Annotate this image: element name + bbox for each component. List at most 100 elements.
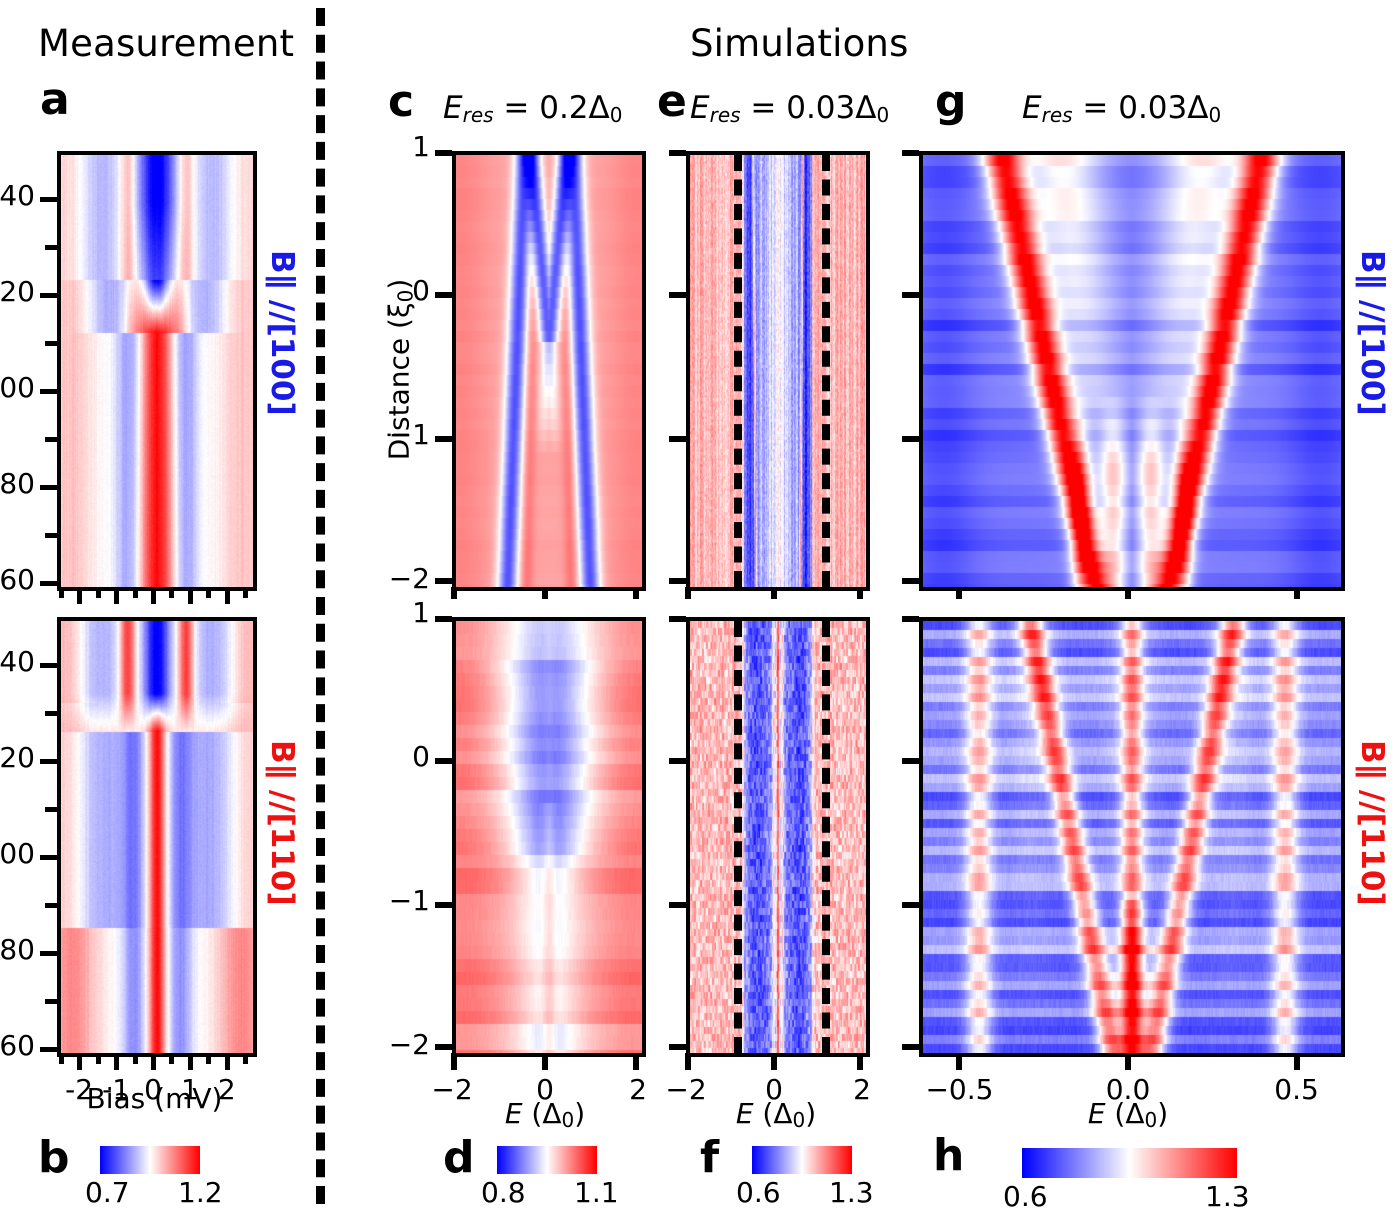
- axis-xlabel-energy-g: E (Δ0): [1087, 1097, 1169, 1132]
- axis-tick: [435, 578, 452, 584]
- axis-tick: [435, 902, 452, 908]
- panel-e-title: Eres = 0.03Δ0: [690, 90, 889, 127]
- heatmap-panel-h[interactable]: [919, 617, 1345, 1057]
- axis-tick: [669, 150, 686, 156]
- axis-xtick-label-d-1: 0: [536, 1073, 554, 1106]
- axis-tick: [669, 758, 686, 764]
- panel-e-dashed-line-right: [822, 155, 830, 587]
- axis-tick: [45, 533, 57, 538]
- axis-tick: [902, 578, 919, 584]
- axis-tick: [45, 711, 57, 716]
- axis-tick: [685, 1053, 691, 1070]
- axis-xtick-label-b-0: -2: [65, 1073, 94, 1106]
- panel-e-title-E: E: [690, 90, 710, 126]
- panel-g-title-rsub: 0: [1208, 103, 1222, 127]
- axis-ytick-label-a-2: 100: [0, 371, 35, 404]
- axis-xtick-label-b-4: 2: [217, 1073, 236, 1106]
- panel-label-c: c: [388, 76, 415, 127]
- axis-tick: [902, 292, 919, 298]
- axis-tick: [40, 293, 57, 298]
- field-label-a-text: B∥ //[100]: [264, 250, 300, 416]
- axis-tick: [1293, 1053, 1300, 1070]
- axis-tick: [902, 902, 919, 908]
- axis-tick: [669, 578, 686, 584]
- panel-c-title-sub: res: [462, 103, 494, 127]
- axis-tick: [206, 1053, 212, 1064]
- colorbar-h: [1022, 1148, 1237, 1178]
- section-title-simulations: Simulations: [690, 22, 909, 65]
- heatmap-panel-d[interactable]: [452, 617, 646, 1057]
- axis-xlabel-energy-c: E (Δ0): [504, 1097, 586, 1132]
- heatmap-panel-f[interactable]: [686, 617, 870, 1057]
- axis-tick: [435, 150, 452, 156]
- colorbar-b: [100, 1146, 200, 1174]
- panel-c-title-rhs: = 0.2Δ: [503, 90, 610, 126]
- axis-tick: [1125, 587, 1131, 599]
- axis-xlabel-bias: Bias (mV): [86, 1082, 223, 1115]
- colorbar-b-min: 0.7: [85, 1176, 130, 1209]
- field-label-a: B∥ //[100]: [264, 250, 300, 416]
- axis-tick: [151, 587, 156, 604]
- panel-g-title: Eres = 0.03Δ0: [1022, 90, 1221, 127]
- colorbar-f: [752, 1146, 852, 1174]
- axis-tick: [771, 587, 777, 599]
- axis-tick: [902, 758, 919, 764]
- axis-ytick-label-d-0: 1: [412, 596, 430, 629]
- panel-label-a: a: [40, 74, 70, 125]
- panel-g-title-rhs: = 0.03Δ: [1082, 90, 1209, 126]
- section-divider: [316, 8, 325, 1204]
- colorbar-b-max: 1.2: [178, 1176, 223, 1209]
- axis-tick: [40, 1047, 57, 1052]
- axis-tick: [435, 1044, 452, 1050]
- axis-tick: [451, 1053, 457, 1070]
- axis-tick: [45, 999, 57, 1004]
- axis-tick: [771, 1053, 777, 1070]
- axis-tick: [132, 1053, 138, 1064]
- axis-tick: [669, 436, 686, 442]
- heatmap-panel-b[interactable]: [57, 617, 257, 1057]
- axis-tick: [169, 1053, 175, 1064]
- axis-tick: [633, 1053, 639, 1070]
- axis-xtick-label-f-0: −2: [665, 1073, 707, 1106]
- heatmap-panel-e[interactable]: [686, 151, 870, 591]
- axis-tick: [58, 587, 64, 598]
- axis-xtick-label-d-2: 2: [629, 1073, 647, 1106]
- panel-e-title-rsub: 0: [876, 103, 890, 127]
- axis-tick: [40, 855, 57, 860]
- heatmap-panel-g[interactable]: [919, 151, 1345, 591]
- axis-tick: [243, 1053, 249, 1064]
- axis-xtick-label-d-0: −2: [431, 1073, 473, 1106]
- panel-c-title-E: E: [443, 90, 463, 126]
- axis-tick: [669, 292, 686, 298]
- axis-tick: [435, 616, 452, 622]
- axis-ytick-label-c-2: −1: [388, 418, 430, 451]
- axis-ytick-label-b-2: 100: [0, 837, 35, 870]
- panel-label-f: f: [700, 1132, 720, 1183]
- field-label-g-text: B∥ //[100]: [1354, 250, 1390, 416]
- panel-f-dashed-line-right: [822, 621, 830, 1053]
- axis-ytick-label-b-0: 140: [0, 645, 35, 678]
- colorbar-f-max: 1.3: [829, 1176, 874, 1209]
- panel-f-dashed-line-left: [734, 621, 742, 1053]
- axis-tick: [151, 1053, 156, 1070]
- axis-ytick-label-b-3: 80: [0, 933, 35, 966]
- axis-tick: [542, 587, 548, 599]
- axis-tick: [45, 807, 57, 812]
- colorbar-f-min: 0.6: [736, 1176, 781, 1209]
- panel-c-title: Eres = 0.2Δ0: [443, 90, 622, 127]
- heatmap-panel-a[interactable]: [57, 151, 257, 591]
- axis-xtick-label-f-2: 2: [853, 1073, 871, 1106]
- axis-tick: [206, 587, 212, 598]
- axis-tick: [114, 1053, 120, 1070]
- axis-tick: [132, 587, 138, 598]
- panel-g-title-E: E: [1022, 90, 1042, 126]
- axis-xtick-label-h-0: −0.5: [925, 1073, 994, 1106]
- axis-tick: [45, 245, 57, 250]
- axis-ytick-label-b-1: 120: [0, 741, 35, 774]
- axis-tick: [435, 436, 452, 442]
- panel-label-g: g: [935, 76, 967, 127]
- axis-tick: [58, 1053, 64, 1064]
- axis-ytick-label-d-1: 0: [412, 740, 430, 773]
- panel-e-title-sub: res: [709, 103, 741, 127]
- heatmap-panel-c[interactable]: [452, 151, 646, 591]
